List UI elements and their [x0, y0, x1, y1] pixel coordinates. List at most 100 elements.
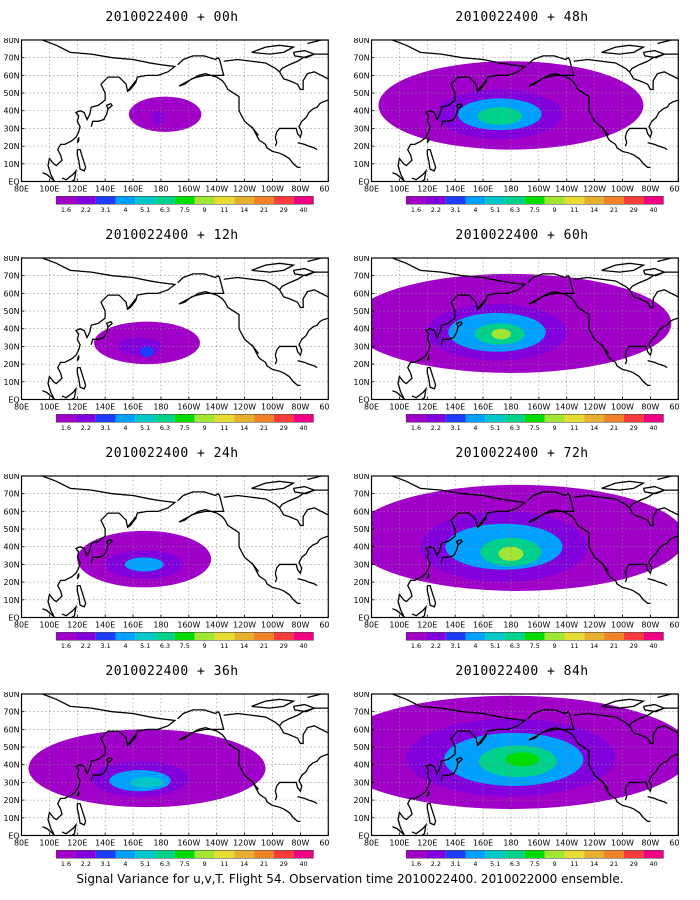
colorbar-label: 40 [649, 642, 657, 650]
lat-tick-label: 50N [4, 743, 20, 752]
coastline [126, 80, 137, 92]
coastline [126, 516, 137, 528]
colorbar-swatch [564, 632, 585, 641]
coastline [601, 562, 610, 572]
colorbar-label: 7.5 [180, 424, 190, 432]
colorbar-swatch [174, 850, 195, 859]
panel-title: 2010022400 + 12h [105, 228, 239, 243]
coastline [177, 491, 301, 604]
colorbar-label: 3.1 [451, 206, 461, 214]
colorbar-swatch [155, 196, 175, 205]
colorbar-label: 3.1 [101, 424, 111, 432]
colorbar-swatch [56, 850, 76, 859]
coastline [440, 320, 464, 345]
colorbar-label: 29 [630, 642, 638, 650]
colorbar-label: 6.3 [160, 860, 170, 868]
lat-tick-label: 40N [4, 325, 20, 334]
colorbar-swatch [95, 196, 116, 205]
colorbar-label: 11 [570, 424, 578, 432]
coastline [426, 366, 437, 390]
colorbar-label: 3.1 [451, 424, 461, 432]
colorbar-label: 6.3 [510, 860, 520, 868]
coastline [42, 257, 177, 399]
colorbar-swatch [544, 196, 565, 205]
colorbar-swatch [115, 414, 136, 423]
colorbar-swatch [234, 850, 255, 859]
colorbar-label: 1.6 [411, 424, 421, 432]
colorbar-label: 7.5 [180, 206, 190, 214]
coastline [624, 535, 679, 583]
colorbar-label: 4 [473, 424, 477, 432]
lat-tick-label: 70N [354, 54, 370, 63]
coastline [527, 491, 651, 604]
coastline [392, 172, 406, 182]
variance-contour [128, 96, 202, 132]
coastline [573, 712, 679, 745]
coastline [624, 99, 679, 147]
coastline [527, 273, 651, 386]
colorbar-swatch [643, 850, 664, 859]
coastline [76, 355, 80, 361]
lat-tick-label: EQ [358, 395, 369, 404]
colorbar-swatch [584, 196, 605, 205]
coastline [426, 355, 430, 361]
colorbar-label: 5.1 [490, 206, 500, 214]
lon-tick-label: 140E [95, 402, 115, 411]
colorbar-swatch [505, 414, 525, 423]
colorbar-label: 5.1 [140, 642, 150, 650]
lat-tick-label: 50N [4, 307, 20, 316]
colorbar-label: 29 [280, 206, 288, 214]
colorbar-swatch [544, 632, 565, 641]
coastline [647, 141, 668, 151]
colorbar-swatch [485, 196, 506, 205]
lat-tick-label: 30N [354, 342, 370, 351]
coastline [527, 55, 651, 168]
coastline [251, 698, 296, 709]
coastline [61, 822, 77, 836]
colorbar-label: 6.3 [160, 424, 170, 432]
lon-tick-label: 180 [153, 402, 168, 411]
colorbar-label: 5.1 [140, 860, 150, 868]
lat-tick-label: 60N [354, 289, 370, 298]
map-svg: EQ 10N 20N 30N 40N 50N 60N 70N 80N 80E 100E 120E 140… [354, 38, 680, 214]
colorbar-label: 40 [299, 206, 307, 214]
colorbar-label: 40 [299, 642, 307, 650]
coastline [657, 475, 679, 481]
colorbar-label: 40 [299, 424, 307, 432]
lon-tick-label: 180 [153, 620, 168, 629]
colorbar-label: 9 [203, 424, 207, 432]
coastline [392, 826, 406, 836]
lon-tick-label: 80E [364, 620, 379, 629]
lon-tick-label: 160E [473, 838, 493, 847]
lon-tick-label: 120W [583, 838, 606, 847]
coastline [657, 257, 679, 263]
coastline [307, 693, 329, 699]
colorbar-swatch [234, 414, 255, 423]
colorbar-swatch [75, 414, 96, 423]
lon-tick-label: 180 [503, 620, 518, 629]
figure-caption: Signal Variance for u,v,T. Flight 54. Ob… [76, 872, 624, 886]
coastline [476, 734, 487, 746]
lat-tick-label: 30N [354, 124, 370, 133]
lon-tick-label: 60W [319, 402, 330, 411]
coastline [251, 126, 260, 136]
colorbar-swatch [75, 196, 96, 205]
colorbar-label: 21 [260, 860, 268, 868]
colorbar-swatch [115, 632, 136, 641]
colorbar-swatch [135, 632, 156, 641]
lon-tick-label: 120E [67, 402, 87, 411]
lat-tick-label: 50N [354, 307, 370, 316]
colorbar-label: 6.3 [160, 642, 170, 650]
lat-tick-label: 80N [4, 256, 20, 263]
coastline [42, 172, 56, 182]
coastline [476, 516, 487, 528]
colorbar-label: 3.1 [101, 642, 111, 650]
lon-tick-label: 80W [291, 402, 309, 411]
coastline [601, 126, 610, 136]
lat-tick-label: 50N [354, 525, 370, 534]
colorbar-swatch [95, 632, 116, 641]
colorbar-swatch [254, 414, 274, 423]
colorbar-swatch [75, 632, 96, 641]
coastline [411, 822, 427, 836]
colorbar-label: 11 [220, 642, 228, 650]
